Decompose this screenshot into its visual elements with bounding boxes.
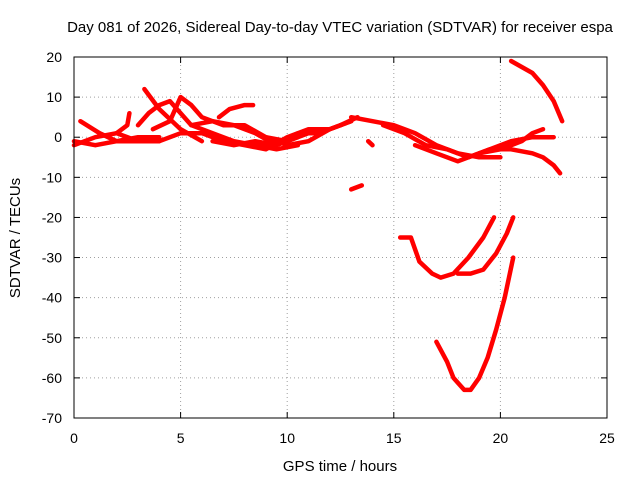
ticks: 0 5 10 15 20 25 20 10 0 -10 -20 -30 -40 -50 -60 -70 <box>42 49 615 446</box>
x-tick-label: 10 <box>279 430 295 446</box>
series-line-19 <box>397 215 497 280</box>
y-tick-label: -30 <box>42 250 62 266</box>
series-line-8 <box>189 118 322 148</box>
y-tick-label: -70 <box>42 410 62 426</box>
x-axis-label: GPS time / hours <box>283 458 397 475</box>
plot-frame <box>73 56 608 419</box>
series-line-17 <box>476 134 556 156</box>
x-tick-label: 25 <box>599 430 615 446</box>
series-line-18 <box>508 58 565 124</box>
y-tick-label: -10 <box>42 169 62 185</box>
y-tick-label: -40 <box>42 290 62 306</box>
x-tick-label: 20 <box>493 430 509 446</box>
y-axis-label: SDTVAR / TECUs <box>7 178 24 298</box>
series-line-21 <box>434 255 516 393</box>
series-line-13 <box>348 183 365 192</box>
series-line-14 <box>365 138 375 148</box>
x-tick-label: 15 <box>386 430 402 446</box>
series-line-4 <box>114 110 132 136</box>
y-tick-label: 10 <box>46 89 62 105</box>
x-tick-label: 0 <box>70 430 78 446</box>
y-tick-label: -50 <box>42 330 62 346</box>
series-line-10 <box>216 102 256 120</box>
y-tick-label: -20 <box>42 209 62 225</box>
series-line-5 <box>135 98 301 152</box>
series-line-11 <box>263 118 354 148</box>
series-group <box>71 58 565 393</box>
grid <box>74 57 607 418</box>
x-tick-label: 5 <box>177 430 185 446</box>
series-line-2 <box>78 118 162 144</box>
chart-title: Day 081 of 2026, Sidereal Day-to-day VTE… <box>67 19 613 36</box>
y-tick-label: 20 <box>46 49 62 65</box>
series-line-20 <box>455 215 516 276</box>
y-tick-label: 0 <box>54 129 62 145</box>
y-tick-label: -60 <box>42 370 62 386</box>
